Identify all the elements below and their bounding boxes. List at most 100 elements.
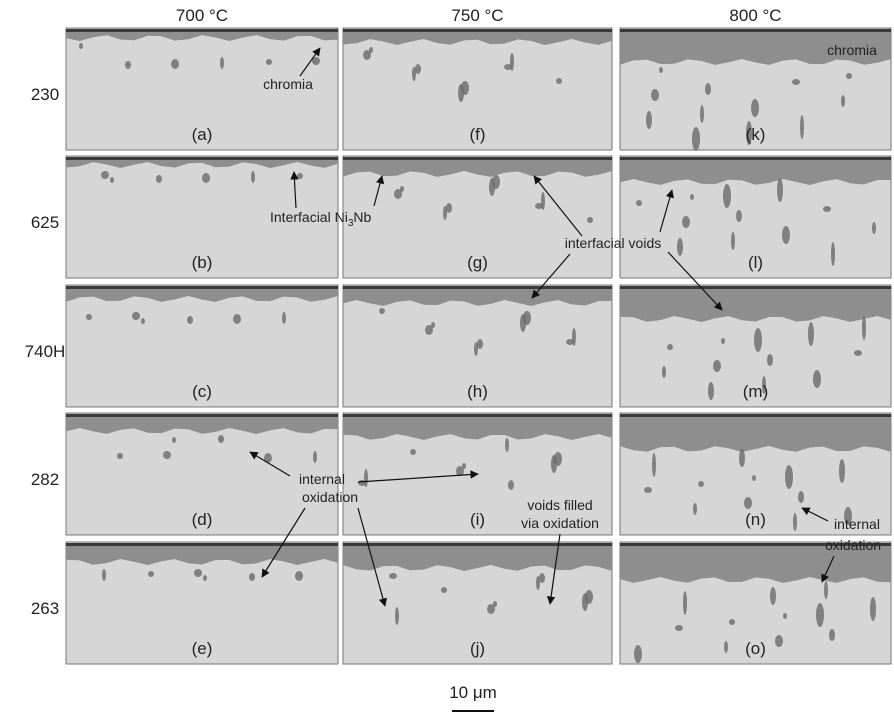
- inclusion: [667, 344, 673, 350]
- oxide-layer: [343, 158, 612, 177]
- inclusion: [729, 619, 735, 625]
- inclusion: [751, 99, 759, 117]
- row-label: 282: [31, 470, 59, 489]
- inclusion: [369, 47, 373, 53]
- inclusion: [651, 89, 659, 101]
- inclusion: [636, 200, 642, 206]
- oxide-layer: [343, 544, 612, 571]
- inclusion: [824, 581, 828, 599]
- inclusion: [831, 242, 835, 266]
- micrograph: [65, 284, 339, 408]
- arrow: [821, 555, 835, 583]
- annotation: oxidation: [302, 489, 358, 505]
- inclusion: [777, 178, 783, 202]
- annotation-part: Nb: [353, 209, 371, 225]
- panel-label: (l): [748, 253, 763, 272]
- annotation: oxidation: [825, 537, 881, 553]
- row-label: 740H: [25, 342, 66, 361]
- annotation: internal: [299, 471, 345, 487]
- surface: [343, 286, 612, 289]
- inclusion: [792, 79, 800, 85]
- inclusion: [713, 360, 721, 372]
- column-header: 800 °C: [729, 6, 781, 25]
- inclusion: [692, 127, 700, 151]
- inclusion: [264, 453, 272, 463]
- inclusion: [194, 569, 202, 577]
- arrow: [667, 251, 723, 311]
- inclusion: [412, 67, 416, 81]
- inclusion: [441, 587, 447, 593]
- oxide-layer: [620, 158, 891, 185]
- inclusion: [556, 78, 562, 84]
- surface: [620, 543, 891, 546]
- inclusion: [297, 173, 303, 179]
- inclusion: [844, 507, 852, 525]
- inclusion: [395, 607, 399, 625]
- inclusion: [731, 232, 735, 250]
- panel-label: (g): [467, 253, 488, 272]
- inclusion: [415, 64, 421, 74]
- inclusion: [266, 59, 272, 65]
- inclusion: [358, 480, 366, 486]
- inclusion: [744, 497, 752, 509]
- inclusion: [101, 171, 109, 179]
- inclusion: [117, 453, 123, 459]
- panel-label: (m): [743, 382, 768, 401]
- annotation: voids filled: [527, 497, 592, 513]
- arrow: [357, 470, 479, 483]
- oxide-layer: [66, 415, 338, 434]
- inclusion: [708, 382, 714, 400]
- inclusion: [721, 338, 725, 344]
- inclusion: [505, 438, 509, 452]
- annotation: interfacial voids: [565, 235, 662, 251]
- inclusion: [477, 339, 483, 349]
- inclusion: [410, 449, 416, 455]
- inclusion: [839, 459, 845, 483]
- surface: [620, 157, 891, 160]
- inclusion: [752, 475, 756, 481]
- inclusion: [487, 604, 495, 614]
- oxide-layer: [343, 415, 612, 440]
- inclusion: [446, 203, 452, 213]
- inclusion: [693, 503, 697, 515]
- inclusion: [220, 57, 224, 69]
- inclusion: [705, 83, 711, 95]
- inclusion: [690, 194, 694, 200]
- panel-label: (k): [746, 125, 766, 144]
- inclusion: [582, 593, 588, 611]
- inclusion: [389, 573, 397, 579]
- inclusion: [551, 455, 557, 473]
- inclusion: [535, 203, 543, 209]
- oxide-layer: [620, 415, 891, 452]
- inclusion: [739, 449, 745, 467]
- row-label: 230: [31, 85, 59, 104]
- annotation: Interfacial Ni3Nb: [270, 209, 371, 229]
- panel-label: (n): [745, 510, 766, 529]
- inclusion: [156, 175, 162, 183]
- annotation: via oxidation: [521, 515, 599, 531]
- inclusion: [746, 121, 752, 145]
- inclusion: [312, 57, 320, 65]
- inclusion: [770, 587, 776, 605]
- column-header: 750 °C: [451, 6, 503, 25]
- surface: [66, 286, 338, 289]
- inclusion: [698, 481, 704, 487]
- surface: [343, 543, 612, 546]
- inclusion: [762, 376, 766, 394]
- inclusion: [816, 603, 824, 627]
- inclusion: [854, 350, 862, 356]
- inclusion: [489, 178, 495, 196]
- inclusion: [456, 466, 464, 476]
- inclusion: [683, 591, 687, 615]
- inclusion: [148, 571, 154, 577]
- inclusion: [102, 569, 106, 581]
- oxide-layer: [620, 544, 891, 583]
- oxide-layer: [66, 158, 338, 168]
- inclusion: [652, 453, 656, 477]
- inclusion: [125, 61, 131, 69]
- inclusion: [566, 339, 574, 345]
- row-label: 625: [31, 213, 59, 232]
- inclusion: [841, 95, 845, 107]
- inclusion: [813, 370, 821, 388]
- annotation: chromia: [827, 42, 877, 58]
